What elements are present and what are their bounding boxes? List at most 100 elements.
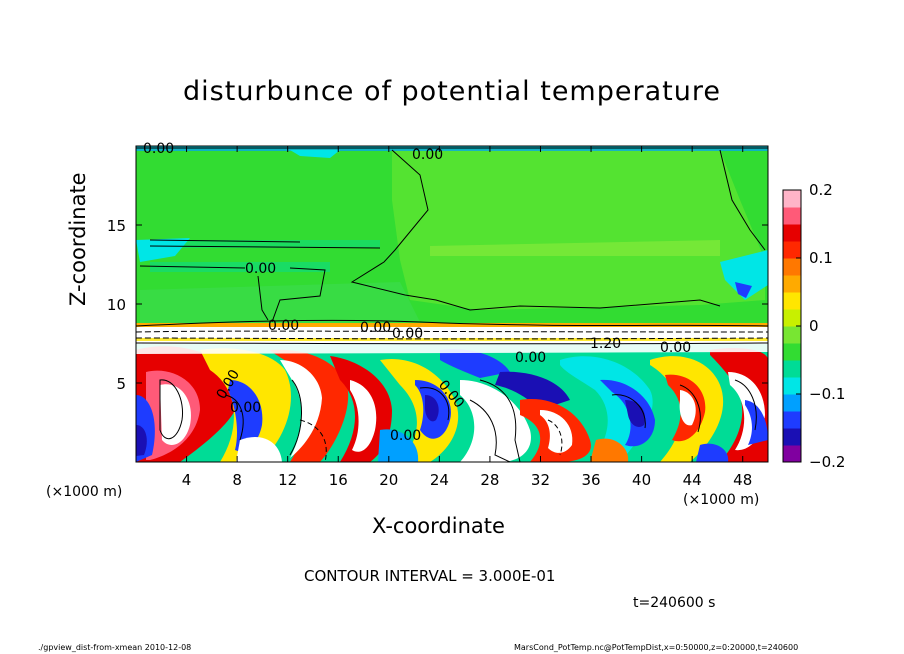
contour-line-10 [136, 342, 768, 345]
x-unit-right: (×1000 m) [683, 492, 760, 508]
contour-line-8 [136, 330, 768, 333]
field-orange-band [136, 323, 768, 327]
field-right-blob-1 [720, 250, 768, 300]
contour-label: 0.00 [268, 318, 299, 334]
contour-line-4 [149, 239, 301, 243]
turbulent-swirl-9 [280, 360, 322, 458]
turbulent-swirl-19 [540, 410, 573, 453]
contour-line-7 [136, 319, 768, 327]
y-axis-label: Z-coordinate [66, 172, 90, 306]
colorbar-segment [783, 428, 801, 446]
contour-label: 0.00 [390, 428, 421, 444]
colorbar-tick-label: 0 [809, 317, 819, 335]
x-tick-label: 40 [632, 471, 651, 489]
colorbar-segment [783, 292, 801, 310]
turbulent-swirl-7 [228, 380, 263, 452]
colorbar-segment [783, 343, 801, 361]
x-tick-label: 28 [480, 471, 499, 489]
turbulent-swirl-21 [600, 379, 655, 447]
turbulent-swirl-11 [350, 380, 377, 452]
field-lighter-region [392, 150, 765, 310]
contour-line-13 [224, 394, 244, 441]
contour-label: 0.00 [360, 320, 391, 336]
x-tick-label: 44 [683, 471, 702, 489]
colorbar-segment [783, 241, 801, 259]
contour-label: 0.00 [515, 350, 546, 366]
turbulent-swirl-5 [136, 425, 147, 456]
x-axis-label: X-coordinate [372, 514, 505, 538]
x-tick-label: 16 [329, 471, 348, 489]
x-tick-label: 24 [430, 471, 449, 489]
turbulent-swirl-3 [160, 384, 191, 445]
turbulent-swirl-17 [495, 371, 570, 410]
colorbar-segment [783, 258, 801, 276]
turbulent-swirl-15 [460, 380, 531, 462]
field-layer [136, 146, 768, 462]
colorbar-tick-label: 0.1 [809, 249, 833, 267]
x-tick-label: 36 [581, 471, 600, 489]
turbulent-swirl-25 [679, 390, 696, 426]
field-band-4 [140, 282, 420, 326]
colorbar-segment [783, 360, 801, 378]
turbulent-swirl-29 [136, 344, 768, 354]
contour-label: 0.00 [230, 400, 261, 416]
colorbar: 0.2 0.1 0 −0.1 −0.2 [782, 181, 845, 471]
colorbar-segment [783, 326, 801, 344]
field-top-blob [290, 150, 340, 158]
x-tick-label: 4 [182, 471, 192, 489]
y-tick-label: 5 [116, 375, 126, 393]
contour-line-22 [547, 419, 563, 456]
y-tick-label: 10 [107, 296, 126, 314]
contour-line-17 [479, 379, 521, 462]
contour-label: 0.00 [143, 141, 174, 157]
colorbar-segment [783, 445, 801, 463]
colorbar-segment [783, 309, 801, 327]
contour-line-1 [350, 149, 721, 311]
x-axis-ticks: 4 8 12 16 20 24 28 32 36 40 44 48 [182, 146, 752, 489]
colorbar-segment [783, 377, 801, 395]
contour-line-9 [136, 337, 768, 340]
colorbar-segment [783, 190, 801, 208]
contour-interval: CONTOUR INTERVAL = 3.000E-01 [304, 567, 556, 585]
y-tick-label: 15 [107, 217, 126, 235]
colorbar-segment [783, 207, 801, 225]
contour-line-21 [299, 419, 327, 462]
x-unit-left: (×1000 m) [46, 484, 123, 500]
colorbar-segment [783, 224, 801, 242]
colorbar-segment [783, 275, 801, 293]
time-label: t=240600 s [633, 595, 716, 611]
x-tick-label: 12 [278, 471, 297, 489]
contour-line-12 [159, 379, 184, 440]
turbulent-swirl-16 [440, 349, 510, 378]
contour-label: 0.00 [412, 147, 443, 163]
colorbar-segment [783, 411, 801, 429]
footer-left: ./gpview_dist-from-xmean 2010-12-08 [38, 643, 192, 652]
contour-line-20 [734, 379, 757, 431]
x-tick-label: 20 [379, 471, 398, 489]
contour-line-18 [611, 394, 646, 429]
x-tick-label: 48 [733, 471, 752, 489]
turbulent-swirl-32 [590, 438, 629, 462]
contour-line-5 [139, 265, 326, 323]
field-right-blob-2 [735, 282, 752, 298]
contour-line-2 [719, 149, 766, 251]
contour-label: 1.20 [590, 336, 621, 352]
field-left-blob [136, 238, 190, 262]
contour-label: 0.00 [245, 261, 276, 277]
contour-label: 0.00 [392, 326, 423, 342]
contour-line-14 [289, 379, 302, 456]
contour-layer [136, 147, 768, 462]
colorbar-tick-label: −0.2 [809, 453, 845, 471]
field-yellow-band [136, 338, 768, 341]
colorbar-tick-label: 0.2 [809, 181, 833, 199]
turbulent-swirl-31 [378, 429, 419, 462]
field-band-1 [430, 240, 720, 256]
turbulent-region [136, 344, 768, 462]
colorbar-tick-label: −0.1 [809, 385, 845, 403]
turbulent-swirl-30 [236, 436, 282, 462]
contour-line-19 [679, 384, 701, 433]
contour-line-15 [419, 387, 450, 421]
contour-line-3 [149, 245, 381, 249]
turbulent-swirl-14 [424, 395, 439, 422]
